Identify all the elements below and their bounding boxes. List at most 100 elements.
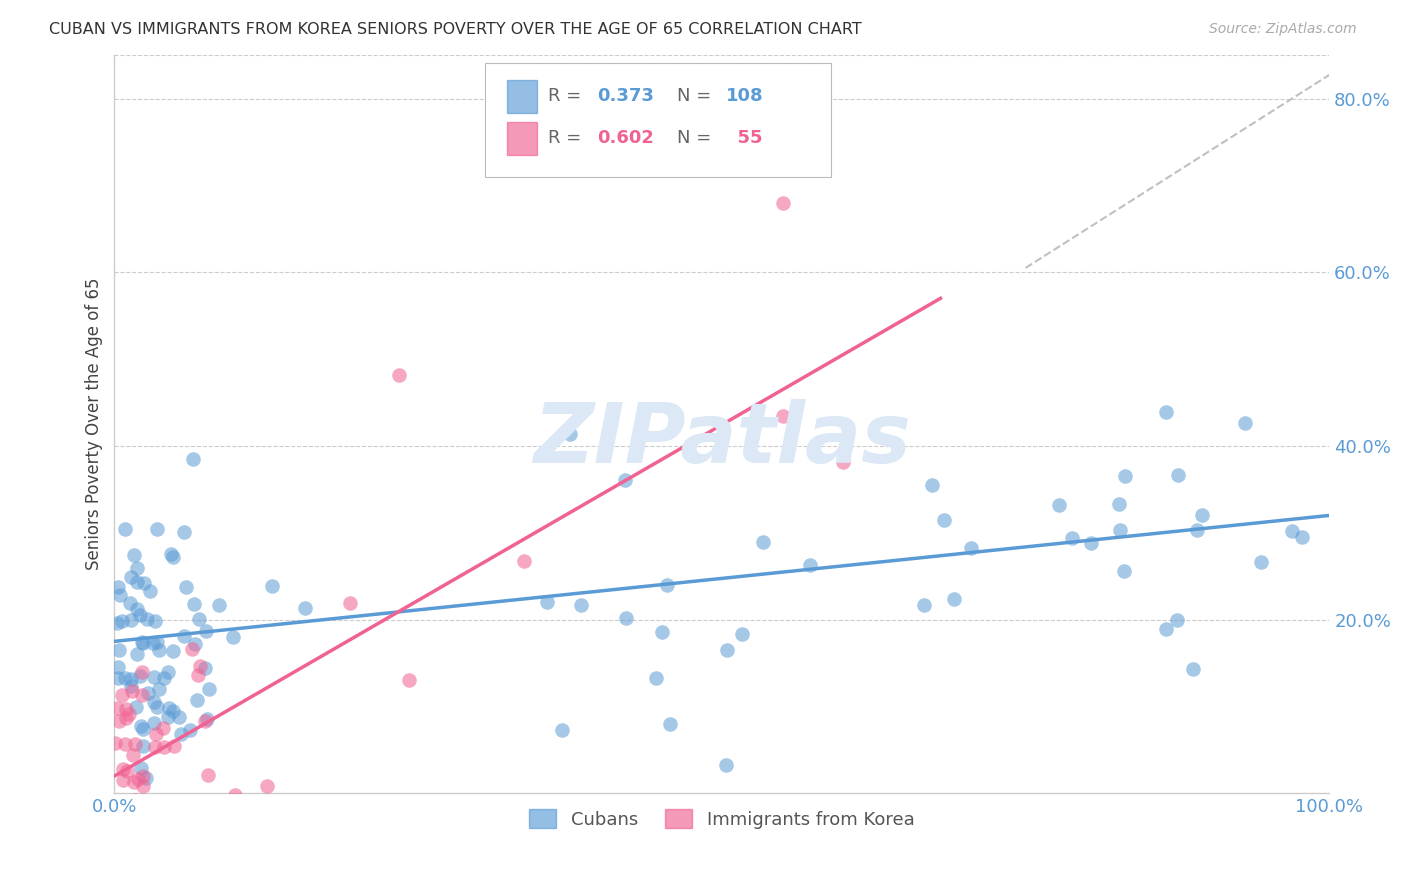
Point: [107, 659, 129, 673]
Point: [1250, 555, 1272, 569]
Point: [125, 561, 148, 575]
Point: [194, 624, 217, 639]
Point: [942, 592, 965, 607]
Point: [187, 668, 209, 682]
Point: [560, 426, 582, 441]
Point: [173, 524, 195, 539]
Point: [103, 736, 125, 750]
Point: [195, 712, 218, 726]
Point: [152, 722, 174, 736]
Point: [146, 700, 169, 714]
Point: [143, 695, 166, 709]
Point: [115, 764, 138, 778]
Point: [170, 727, 193, 741]
FancyBboxPatch shape: [485, 62, 831, 177]
Text: CUBAN VS IMMIGRANTS FROM KOREA SENIORS POVERTY OVER THE AGE OF 65 CORRELATION CH: CUBAN VS IMMIGRANTS FROM KOREA SENIORS P…: [49, 22, 862, 37]
Point: [105, 615, 128, 630]
Point: [169, 709, 191, 723]
Point: [1167, 467, 1189, 482]
Point: [551, 723, 574, 737]
Point: [184, 636, 207, 650]
Point: [512, 553, 534, 567]
Text: 0.373: 0.373: [596, 87, 654, 104]
Point: [108, 588, 131, 602]
Point: [398, 673, 420, 687]
Point: [121, 747, 143, 762]
Point: [157, 701, 180, 715]
Point: [145, 727, 167, 741]
Point: [111, 795, 134, 809]
Point: [208, 598, 231, 612]
Point: [135, 771, 157, 785]
Point: [162, 550, 184, 565]
Point: [162, 644, 184, 658]
Point: [162, 704, 184, 718]
Point: [1281, 524, 1303, 539]
Point: [832, 455, 855, 469]
Point: [146, 795, 169, 809]
Point: [114, 737, 136, 751]
Bar: [506, 79, 537, 112]
Point: [1154, 623, 1177, 637]
Point: [256, 779, 278, 793]
Point: [180, 642, 202, 657]
Point: [616, 611, 638, 625]
Point: [1060, 531, 1083, 545]
Point: [132, 769, 155, 783]
Point: [146, 635, 169, 649]
Point: [131, 665, 153, 679]
Point: [120, 597, 142, 611]
Text: R =: R =: [548, 128, 588, 147]
Point: [1114, 564, 1136, 578]
Point: [224, 788, 246, 802]
Point: [132, 739, 155, 753]
Point: [114, 795, 136, 809]
Point: [569, 599, 592, 613]
Y-axis label: Seniors Poverty Over the Age of 65: Seniors Poverty Over the Age of 65: [86, 278, 103, 571]
Point: [194, 661, 217, 675]
Point: [117, 795, 139, 809]
Point: [110, 795, 132, 809]
Point: [111, 614, 134, 628]
Point: [655, 578, 678, 592]
Point: [111, 772, 134, 787]
Point: [142, 669, 165, 683]
Text: N =: N =: [676, 128, 717, 147]
Point: [197, 767, 219, 781]
Point: [121, 684, 143, 698]
Point: [122, 795, 145, 809]
Point: [107, 795, 129, 809]
Point: [129, 669, 152, 683]
Point: [108, 714, 131, 729]
Text: N =: N =: [676, 87, 717, 104]
Point: [143, 716, 166, 731]
Point: [129, 719, 152, 733]
Point: [127, 795, 149, 809]
Point: [112, 763, 135, 777]
Point: [912, 599, 935, 613]
Point: [115, 702, 138, 716]
Point: [118, 707, 141, 722]
Point: [659, 716, 682, 731]
Legend: Cubans, Immigrants from Korea: Cubans, Immigrants from Korea: [522, 802, 921, 836]
Point: [921, 478, 943, 492]
Point: [120, 679, 142, 693]
Point: [145, 740, 167, 755]
Point: [1108, 497, 1130, 511]
Point: [122, 548, 145, 562]
Text: ZIPatlas: ZIPatlas: [533, 399, 911, 480]
Point: [222, 630, 245, 644]
Text: 108: 108: [725, 87, 763, 104]
Point: [135, 612, 157, 626]
Point: [139, 583, 162, 598]
Point: [294, 600, 316, 615]
Point: [157, 710, 180, 724]
Point: [125, 575, 148, 590]
Point: [107, 701, 129, 715]
Point: [127, 602, 149, 616]
Point: [148, 643, 170, 657]
Point: [148, 682, 170, 697]
Point: [156, 665, 179, 679]
Point: [186, 692, 208, 706]
Point: [141, 636, 163, 650]
